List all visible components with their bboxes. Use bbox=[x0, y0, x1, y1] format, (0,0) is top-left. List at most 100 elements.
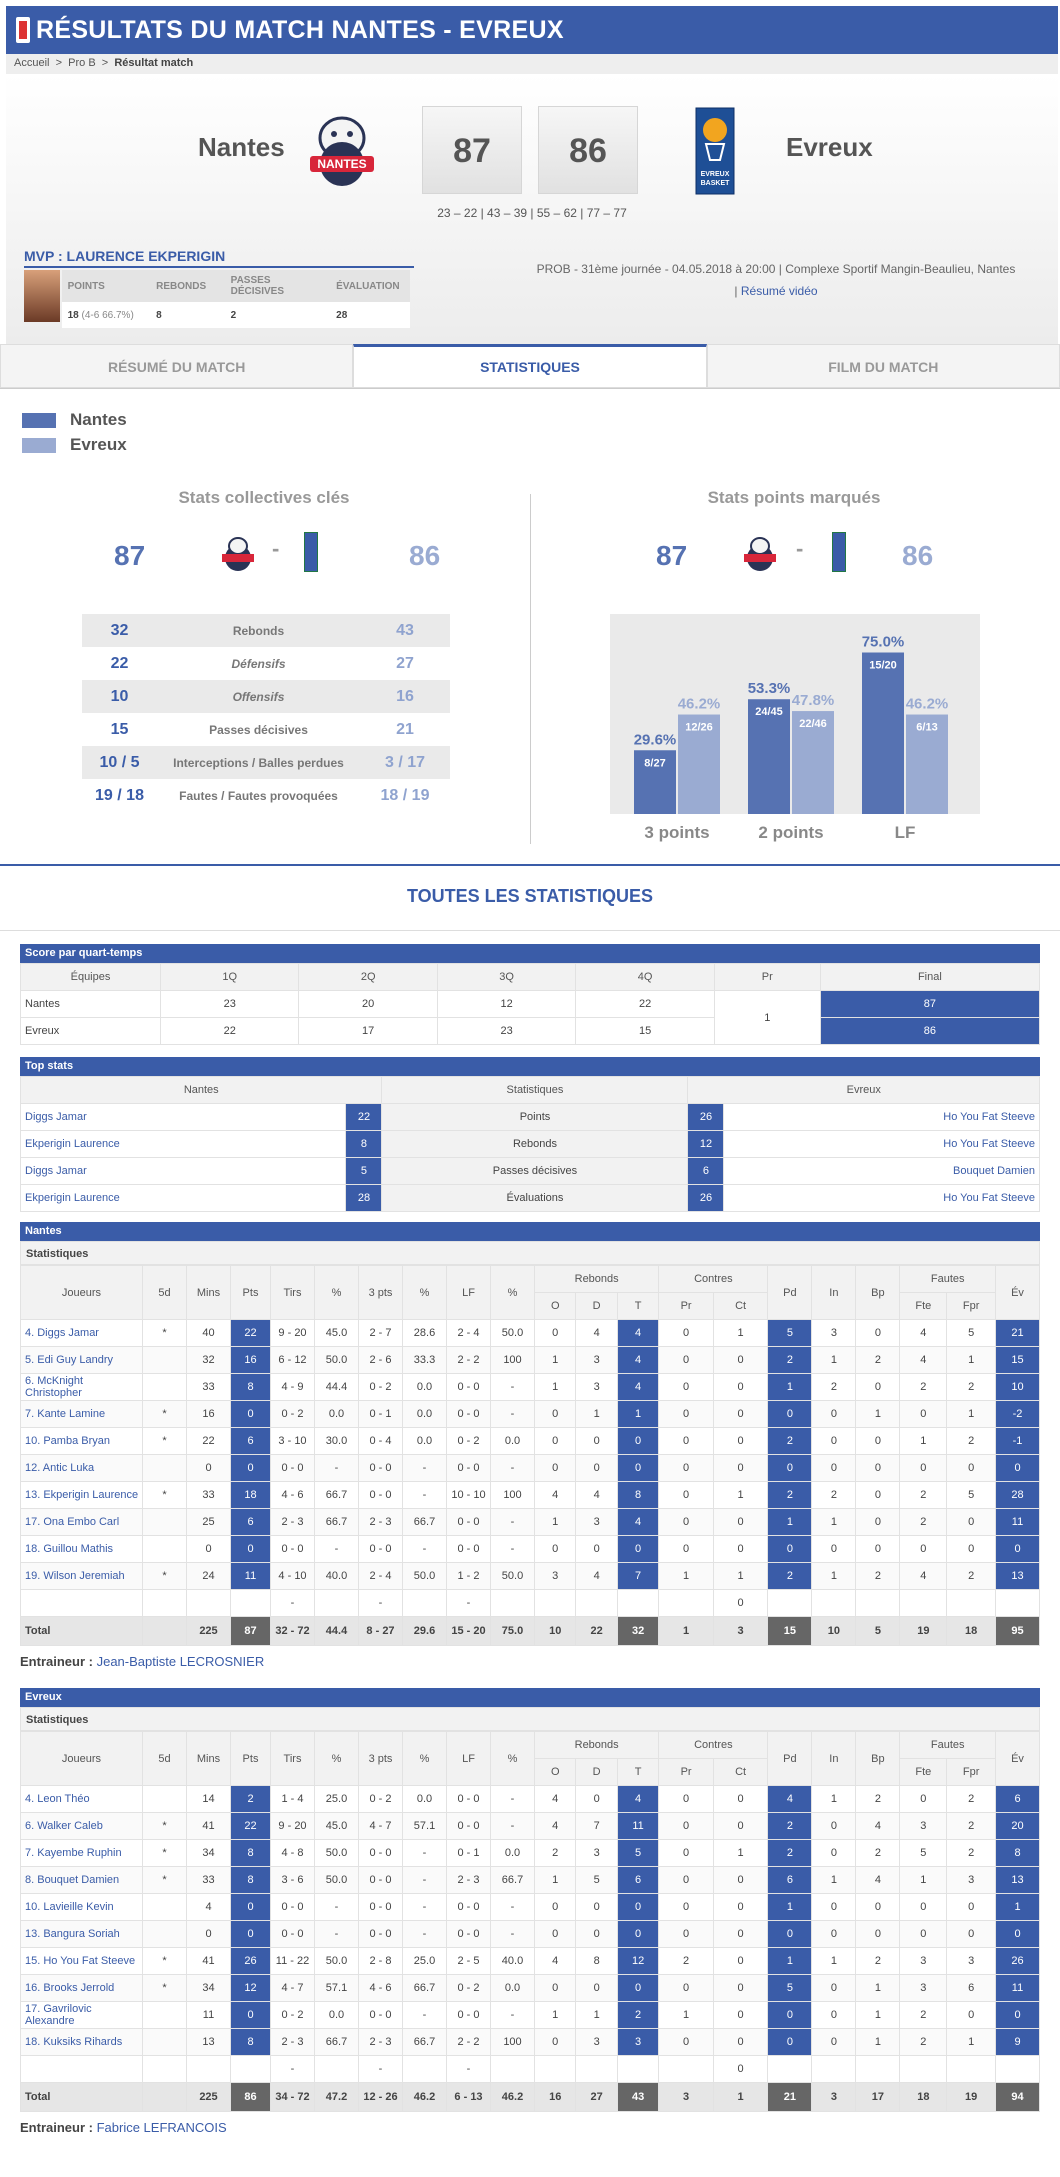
key-stat-row: 10 / 5 Interceptions / Balles perdues 3 / … bbox=[82, 746, 450, 779]
bar-count-label: 22/46 bbox=[799, 718, 827, 730]
bar-pct-label: 46.2% bbox=[678, 696, 721, 713]
away-score: 86 bbox=[538, 106, 638, 194]
league-logo-icon bbox=[16, 17, 30, 43]
match-info: PROB - 31ème journée - 04.05.2018 à 20:0… bbox=[536, 262, 1016, 298]
away-player-link[interactable]: Ho You Fat Steeve bbox=[723, 1103, 1040, 1131]
top-stat-row: Diggs Jamar 5 Passes décisives 6 Bouquet Dam… bbox=[19, 1157, 1040, 1185]
breadcrumb-current: Résultat match bbox=[114, 57, 194, 69]
home-player-link[interactable]: Ekperigin Laurence bbox=[19, 1130, 347, 1158]
bar-count-label: 6/13 bbox=[916, 722, 937, 734]
final-score: 86 bbox=[819, 1017, 1041, 1045]
bar-evreux-2 bbox=[906, 714, 948, 814]
away-player-link[interactable]: Bouquet Damien bbox=[723, 1157, 1040, 1185]
bar-nantes-2 bbox=[862, 652, 904, 814]
player-row: ---0 bbox=[20, 2055, 1040, 2083]
home-player-link[interactable]: Diggs Jamar bbox=[19, 1157, 347, 1185]
svg-text:NANTES: NANTES bbox=[317, 157, 366, 171]
key-stats-panel: Stats collectives clés 87 - 86 bbox=[14, 488, 514, 596]
evreux-box-section: Evreux Statistiques Joueurs 5d Mins Pts Tirs… bbox=[20, 1688, 1040, 2135]
quarter-header: 3Q bbox=[436, 963, 577, 991]
bar-pct-label: 46.2% bbox=[906, 696, 949, 713]
page-header: RÉSULTATS DU MATCH NANTES - EVREUX bbox=[6, 6, 1058, 54]
quarter-table: Équipes 1Q 2Q 3Q 4Q Pr Final Nantes 23 20 12 22 1 87 E… bbox=[20, 963, 1041, 1045]
category-label: LF bbox=[895, 823, 916, 842]
bar-nantes-1 bbox=[748, 699, 790, 814]
section-divider bbox=[0, 864, 1060, 866]
svg-text:BASKET: BASKET bbox=[701, 180, 731, 187]
player-row: 10. Lavieille Kevin 4 0 0 - 0-0 - 0-0 - 0-0… bbox=[20, 1893, 1040, 1921]
top-stat-row: Diggs Jamar 22 Points 26 Ho You Fat Steeve bbox=[19, 1103, 1040, 1131]
key-stat-row: 10 Offensifs 16 bbox=[82, 680, 450, 713]
home-team-name[interactable]: Nantes bbox=[198, 132, 285, 162]
top-stats-section: Top stats Nantes Statistiques Evreux Diggs … bbox=[19, 1057, 1040, 1212]
nantes-logo-icon[interactable]: NANTES bbox=[304, 110, 380, 192]
player-row: 16. Brooks Jerrold * 34 12 4 - 7 57.1 4 - 6 66.… bbox=[20, 1974, 1040, 2002]
bar-count-label: 12/26 bbox=[685, 722, 713, 734]
key-stat-row: 19 / 18 Fautes / Fautes provoquées 18 / 19 bbox=[95, 786, 430, 804]
overtime-score: 1 bbox=[713, 990, 821, 1045]
player-row: 4. Diggs Jamar * 40 22 9 - 20 45.0 2 - 7 28.6 2 … bbox=[20, 1319, 1040, 1347]
legend-swatch-home bbox=[22, 412, 56, 428]
page-title: RÉSULTATS DU MATCH NANTES - EVREUX bbox=[36, 15, 564, 44]
player-row: 13. Ekperigin Laurence * 33 18 4 - 6 66.7 0 - … bbox=[20, 1481, 1040, 1509]
player-row: 8. Bouquet Damien * 33 8 3 - 6 50.0 0 - 0-2 - … bbox=[20, 1866, 1040, 1894]
player-row: 17. Gavrilovic Alexandre 11 0 0 - 2 0.0 0 - 0… bbox=[20, 2001, 1040, 2029]
key-stat-row: 22 Défensifs 27 bbox=[110, 654, 414, 672]
player-row: 18. Kuksiks Rihards 13 8 2 - 3 66.7 2 - 3 66.7… bbox=[20, 2028, 1040, 2056]
player-row: 5. Edi Guy Landry 32 16 6 - 12 50.0 2 - 6 33.3… bbox=[20, 1346, 1040, 1374]
nantes-box-table: Joueurs 5d Mins Pts Tirs% 3 pts% LF% Rebonds Con… bbox=[20, 1265, 1040, 1646]
bar-nantes-0 bbox=[634, 750, 676, 814]
home-player-link[interactable]: Ekperigin Laurence bbox=[19, 1184, 347, 1212]
player-row: 10. Pamba Bryan * 22 6 3 - 10 30.0 0 - 4 0.0 0 -… bbox=[20, 1427, 1040, 1455]
evreux-box-table: Joueurs 5d Mins Pts Tirs% 3 pts% LF% Rebonds Con… bbox=[20, 1731, 1040, 2112]
key-stats-title: Stats collectives clés bbox=[178, 488, 350, 507]
divider bbox=[530, 494, 531, 844]
breadcrumb-league[interactable]: Pro B bbox=[68, 57, 96, 69]
tab-statistiques[interactable]: STATISTIQUES bbox=[353, 344, 707, 388]
away-player-link[interactable]: Ho You Fat Steeve bbox=[723, 1184, 1040, 1212]
category-label: 2 points bbox=[758, 823, 823, 842]
quarter-scores: 23 – 22 | 43 – 39 | 55 – 62 | 77 – 77 bbox=[437, 206, 627, 220]
quarter-row: Nantes 23 20 12 22 1 87 bbox=[20, 990, 1041, 1045]
score-box: Nantes NANTES 87 86 EVREUX BASKET Evreux… bbox=[6, 74, 1058, 346]
away-player-link[interactable]: Ho You Fat Steeve bbox=[723, 1130, 1040, 1158]
evreux-coach: Entraineur : Fabrice LEFRANCOIS bbox=[20, 2120, 227, 2135]
evreux-logo-icon[interactable]: EVREUX BASKET bbox=[694, 106, 736, 196]
mvp-title[interactable]: MVP : LAURENCE EKPERIGIN bbox=[24, 248, 414, 268]
home-score: 87 bbox=[422, 106, 522, 194]
quarter-header: Pr bbox=[713, 963, 821, 991]
bar-pct-label: 29.6% bbox=[634, 731, 677, 748]
legend-swatch-away bbox=[22, 437, 56, 453]
key-stats-table: 32 Rebonds 43 22 Défensifs 27 10 Offensifs 16 15 P… bbox=[82, 614, 450, 812]
quarter-score-section: Score par quart-temps Équipes 1Q 2Q 3Q 4Q Pr F… bbox=[20, 944, 1041, 1045]
mvp-stats: POINTS REBONDS PASSES DÉCISIVES ÉVALUATION … bbox=[61, 270, 410, 328]
points-stats-panel: Stats points marqués 87 - 86 bbox=[544, 488, 1044, 596]
nantes-mini-logo-icon bbox=[744, 537, 776, 571]
player-row: 17. Ona Embo Carl 25 6 2 - 3 66.7 2 - 3 66.7 0 … bbox=[20, 1508, 1040, 1536]
mvp-avatar bbox=[24, 270, 60, 322]
breadcrumb-home[interactable]: Accueil bbox=[14, 57, 50, 69]
category-label: 3 points bbox=[644, 823, 709, 842]
video-summary-link[interactable]: Résumé vidéo bbox=[740, 284, 818, 298]
evreux-mini-logo-icon bbox=[304, 532, 318, 572]
nantes-mini-logo-icon bbox=[222, 537, 254, 571]
player-row: 7. Kayembe Ruphin * 34 8 4 - 8 50.0 0 - 0-0 - … bbox=[20, 1839, 1040, 1867]
tab-film[interactable]: FILM DU MATCH bbox=[706, 344, 1060, 388]
player-row: 6. Walker Caleb * 41 22 9 - 20 45.0 4 - 7 57.1 0… bbox=[20, 1812, 1040, 1840]
bar-evreux-1 bbox=[792, 711, 834, 814]
player-row: 7. Kante Lamine * 16 0 0 - 2 0.0 0 - 1 0.0 0 - 0… bbox=[20, 1400, 1040, 1428]
home-player-link[interactable]: Diggs Jamar bbox=[19, 1103, 347, 1131]
nantes-box-section: Nantes Statistiques Joueurs 5d Mins Pts Tirs… bbox=[20, 1222, 1040, 1669]
top-stats-table: Nantes Statistiques Evreux Diggs Jamar 22 Poi… bbox=[19, 1076, 1040, 1212]
points-stats-title: Stats points marqués bbox=[707, 488, 881, 507]
legend: Nantes Evreux bbox=[22, 410, 127, 460]
points-chart: 8/27 29.6% 12/26 46.2% 3 points 24/45 53.3% 22/… bbox=[610, 614, 980, 842]
tab-resume[interactable]: RÉSUMÉ DU MATCH bbox=[0, 344, 354, 388]
bar-pct-label: 53.3% bbox=[748, 680, 791, 697]
bar-count-label: 15/20 bbox=[869, 660, 897, 672]
total-row: Total 225 86 34 - 72 47.2 12 - 26 46.2 6 - 13 46… bbox=[20, 2082, 1040, 2112]
away-team-name[interactable]: Evreux bbox=[786, 132, 873, 162]
